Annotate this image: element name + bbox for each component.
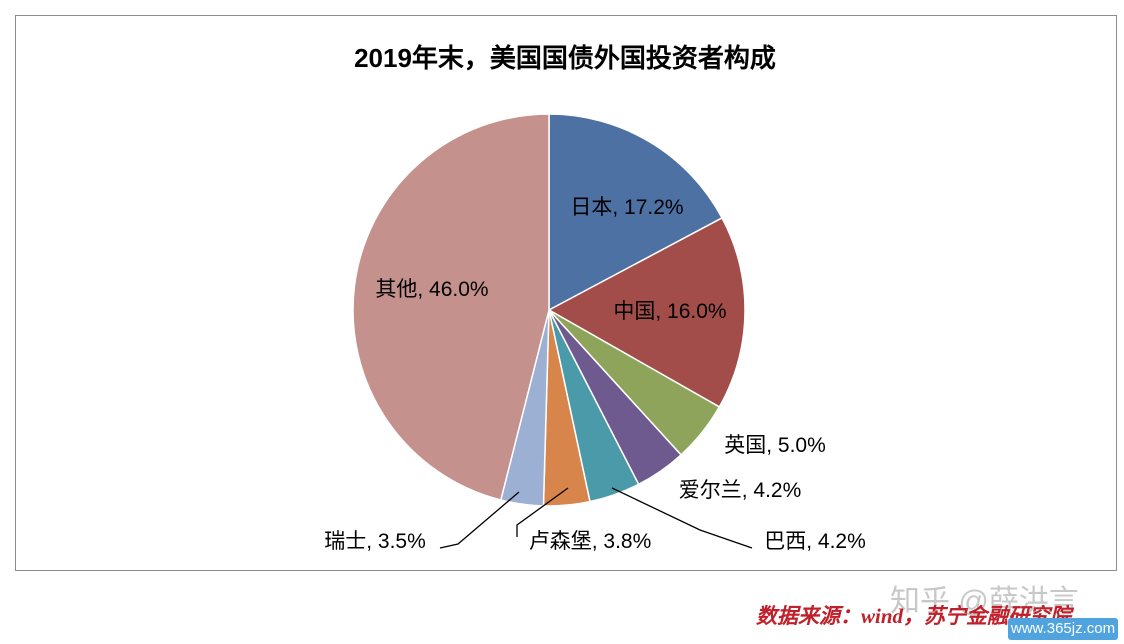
site-badge: www.365jz.com <box>1008 618 1118 640</box>
pie-slice-日本 <box>548 113 724 312</box>
slice-label-爱尔兰: 爱尔兰, 4.2% <box>679 479 802 502</box>
pie-slices <box>352 113 746 507</box>
slice-labels: 日本, 17.2% 中国, 16.0% 英国, 5.0% 爱尔兰, 4.2% 巴西, 4… <box>324 196 866 553</box>
slice-label-其他: 其他, 46.0% <box>375 278 488 301</box>
slice-label-英国: 英国, 5.0% <box>724 434 826 457</box>
slice-label-卢森堡: 卢森堡, 3.8% <box>529 530 652 553</box>
slice-label-巴西: 巴西, 4.2% <box>764 530 866 553</box>
chart-title: 2019年末，美国国债外国投资者构成 <box>354 43 776 73</box>
slice-label-日本: 日本, 17.2% <box>570 196 683 219</box>
watermark: 知乎 @薛洪言 <box>890 585 1079 618</box>
leader-line-卢森堡 <box>516 487 569 537</box>
leader-line-巴西 <box>611 487 753 549</box>
pie-slice-其他 <box>352 113 550 501</box>
leader-lines <box>439 487 753 549</box>
slice-label-中国: 中国, 16.0% <box>613 300 726 323</box>
leader-line-瑞士 <box>439 491 520 549</box>
pie-slice-中国 <box>547 216 746 408</box>
slice-label-瑞士: 瑞士, 3.5% <box>324 530 426 553</box>
